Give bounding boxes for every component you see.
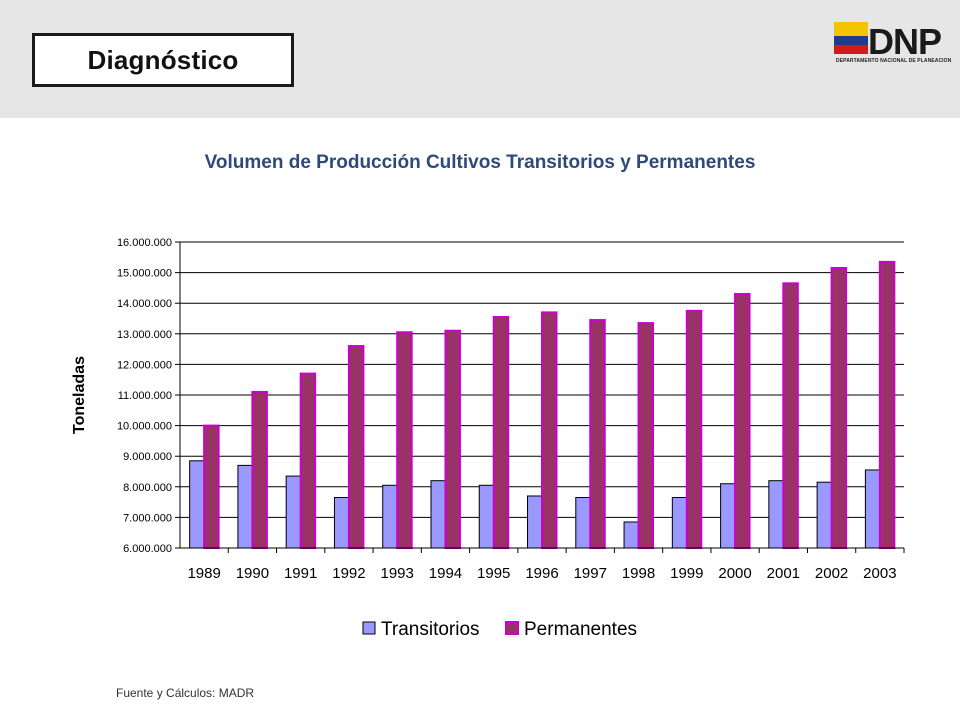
- bar-permanentes: [782, 282, 799, 549]
- x-tick-label: 1999: [670, 565, 703, 582]
- logo-text: DNP: [868, 21, 941, 62]
- bar-transitorios: [382, 484, 398, 549]
- bar-permanentes: [589, 319, 606, 549]
- x-tick-label: 1991: [284, 565, 317, 582]
- dnp-logo: DNP: [834, 21, 942, 62]
- x-tick-label: 2001: [767, 565, 800, 582]
- section-title: Diagnóstico: [87, 44, 239, 75]
- x-tick-label: 1997: [574, 565, 607, 582]
- bar-permanentes: [347, 345, 365, 550]
- x-tick-label: 1995: [477, 565, 510, 582]
- logo-caption: DEPARTAMENTO NACIONAL DE PLANEACIÓN: [836, 58, 952, 64]
- bar-transitorios: [671, 497, 688, 549]
- bar-transitorios: [864, 469, 881, 549]
- legend: Transitorios Permanentes: [362, 619, 637, 640]
- bar-permanentes: [444, 329, 461, 549]
- x-tick-labels: 1989 1990 1991 1992 1993 1994 1995 1996 1997 1998…: [187, 565, 896, 582]
- bar-transitorios: [720, 483, 736, 549]
- y-tick-label: 12.000.000: [117, 359, 172, 371]
- bar-permanentes: [203, 424, 220, 550]
- x-tick-label: 2003: [863, 565, 896, 582]
- x-tick-label: 1998: [622, 565, 655, 582]
- source-note: Fuente y Cálculos: MADR: [116, 686, 255, 700]
- section-title-box: Diagnóstico: [32, 33, 294, 87]
- y-tick-labels: 6.000.000 7.000.000 8.000.000 9.000.000 10.0…: [117, 237, 172, 555]
- flag-red-stripe: [834, 45, 868, 54]
- y-tick-label: 10.000.000: [117, 421, 172, 433]
- y-tick-label: 11.000.000: [118, 390, 172, 402]
- y-tick-label: 9.000.000: [123, 451, 172, 463]
- bar-transitorios: [285, 475, 302, 549]
- x-tick-label: 1996: [525, 565, 558, 582]
- y-tick-label: 16.000.000: [117, 237, 172, 249]
- bar-transitorios: [478, 484, 495, 549]
- bar-transitorios: [333, 497, 350, 549]
- x-tick-label: 1990: [236, 565, 269, 582]
- chart-title: Volumen de Producción Cultivos Transitor…: [204, 152, 756, 173]
- x-tick-label: 1993: [381, 565, 414, 582]
- bar-transitorios: [237, 464, 253, 549]
- x-tick-label: 1992: [332, 565, 365, 582]
- x-tick-label: 2002: [815, 565, 848, 582]
- bar-permanentes: [541, 311, 558, 549]
- bar-permanentes: [685, 309, 703, 549]
- y-tick-label: 15.000.000: [117, 268, 172, 280]
- bar-transitorios: [816, 481, 833, 549]
- bar-permanentes: [734, 293, 751, 549]
- bar-transitorios: [623, 521, 640, 549]
- bar-permanentes: [396, 331, 413, 549]
- flag-blue-stripe: [834, 36, 868, 45]
- y-tick-label: 8.000.000: [123, 482, 172, 494]
- bar-permanentes: [492, 315, 510, 549]
- y-tick-label: 14.000.000: [117, 298, 172, 310]
- legend-label-permanentes: Permanentes: [524, 619, 637, 640]
- x-tick-label: 1994: [429, 565, 462, 582]
- bar-transitorios: [575, 497, 591, 549]
- bars-layer: [189, 260, 896, 550]
- bar-transitorios: [527, 495, 543, 549]
- bar-permanentes: [830, 267, 848, 549]
- bar-transitorios: [430, 480, 446, 549]
- flag-yellow-stripe: [834, 22, 868, 36]
- legend-swatch-transitorios: [362, 621, 376, 635]
- bar-permanentes: [299, 372, 317, 549]
- y-tick-label: 6.000.000: [123, 543, 172, 555]
- legend-swatch-permanentes: [505, 621, 519, 635]
- y-tick-label: 13.000.000: [117, 329, 172, 341]
- bar-permanentes: [637, 322, 655, 549]
- legend-label-transitorios: Transitorios: [381, 619, 480, 640]
- x-tick-label: 1989: [187, 565, 220, 582]
- y-tick-label: 7.000.000: [123, 512, 172, 524]
- x-tick-label: 2000: [718, 565, 751, 582]
- y-axis-label: Toneladas: [71, 356, 88, 434]
- axes-layer: [175, 241, 905, 553]
- bar-transitorios: [768, 480, 784, 549]
- bar-permanentes: [878, 260, 896, 549]
- bar-permanentes: [251, 390, 268, 549]
- bar-transitorios: [189, 460, 205, 549]
